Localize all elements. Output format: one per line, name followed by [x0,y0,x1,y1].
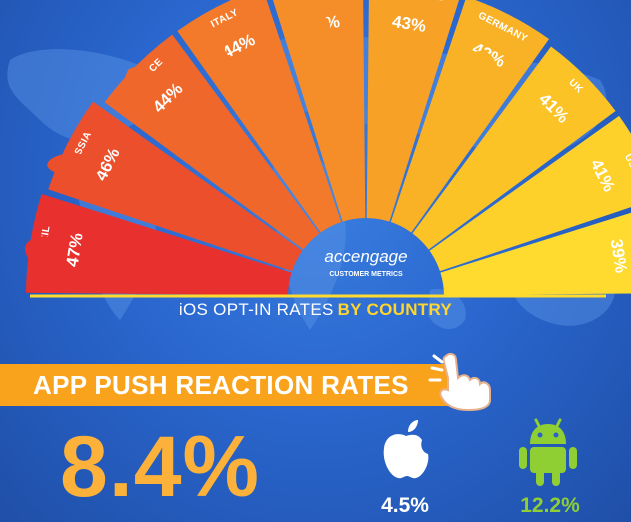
portugal-shape [377,16,392,49]
opt-in-bar-uk [412,46,616,250]
chart-title: iOS OPT-IN RATES BY COUNTRY [0,300,631,320]
spain-shape [292,11,331,45]
apple-icon [383,420,429,479]
opt-in-bar-germany [390,0,550,233]
reaction-banner [0,364,452,406]
opt-in-bar-us [429,115,631,272]
opt-in-bar-france [104,34,320,250]
chart-title-bold: BY COUNTRY [337,300,453,319]
italy-shape [204,28,236,78]
android-reaction-rate: 12.2% [520,494,580,517]
opt-in-bar-russia [48,101,303,272]
germany-shape [468,50,496,88]
logo-brand: accengage [324,247,407,266]
opt-in-bar-brazil [26,194,292,296]
uk-shape [529,104,553,143]
france-shape [123,66,159,101]
accengage-logo: accengage CUSTOMER METRICS [324,247,407,278]
russia-shape [47,153,102,178]
android-icon [519,418,577,486]
overall-reaction-rate: 8.4% [60,419,261,515]
brazil-shape [24,236,64,274]
country-silhouettes [24,11,606,277]
opt-in-bar-portugal [366,0,460,222]
opt-in-bar-spain [272,0,366,222]
chart-title-light: iOS OPT-IN RATES [178,300,334,319]
us-shape [560,186,606,214]
pointing-hand-icon [428,352,491,412]
logo-tagline: CUSTOMER METRICS [329,271,403,278]
reaction-heading: APP PUSH REACTION RATES [33,370,409,400]
belgium-shape [576,249,603,277]
ios-reaction-rate: 4.5% [381,494,429,517]
category-label-us: US [622,152,631,170]
